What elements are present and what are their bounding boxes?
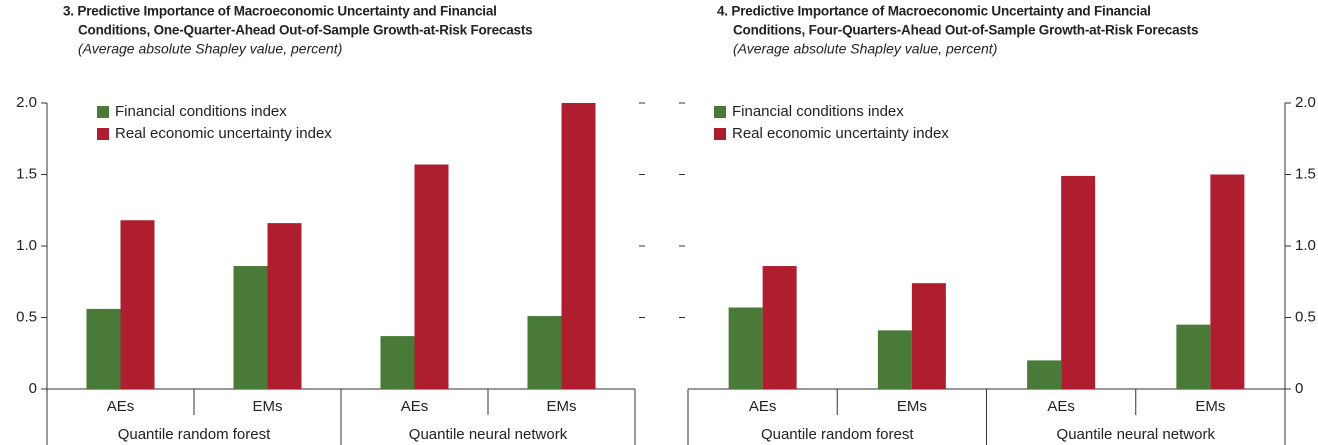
x-tick-label: EMs — [547, 398, 577, 415]
bar — [233, 266, 268, 389]
x-tick-label: AEs — [749, 398, 777, 415]
legend-label: Real economic uncertainty index — [115, 125, 332, 142]
bar — [120, 220, 155, 389]
bar — [1027, 360, 1062, 389]
x-tick-label: EMs — [1195, 398, 1225, 415]
y-tick-label: 0 — [1295, 380, 1303, 397]
group-label: Quantile neural network — [409, 426, 568, 443]
y-tick-label: 2.0 — [1295, 94, 1316, 111]
x-tick-label: EMs — [897, 398, 927, 415]
legend-label: Financial conditions index — [115, 103, 287, 120]
bar — [1061, 175, 1096, 389]
bar — [877, 330, 912, 389]
legend-label: Financial conditions index — [732, 103, 904, 120]
bar — [911, 283, 946, 389]
group-label: Quantile random forest — [761, 426, 914, 443]
y-tick-label: 0.5 — [16, 308, 37, 325]
legend-label: Real economic uncertainty index — [732, 125, 949, 142]
legend-swatch — [714, 106, 726, 118]
chart-title: Conditions, One-Quarter-Ahead Out-of-Sam… — [78, 23, 532, 38]
y-tick-label: 0 — [29, 380, 37, 397]
legend-swatch — [97, 106, 109, 118]
bar — [86, 308, 121, 389]
y-tick-label: 1.5 — [16, 165, 37, 182]
y-tick-label: 1.0 — [16, 237, 37, 254]
legend-swatch — [97, 128, 109, 140]
x-tick-label: AEs — [401, 398, 429, 415]
chart-title: Conditions, Four-Quarters-Ahead Out-of-S… — [733, 23, 1198, 38]
legend-swatch — [714, 128, 726, 140]
y-tick-label: 0.5 — [1295, 308, 1316, 325]
group-label: Quantile random forest — [118, 426, 271, 443]
bar — [762, 266, 797, 389]
bar — [1210, 174, 1245, 389]
y-tick-label: 1.0 — [1295, 237, 1316, 254]
bar — [414, 164, 449, 389]
group-label: Quantile neural network — [1057, 426, 1216, 443]
chart-title: 4. Predictive Importance of Macroeconomi… — [717, 4, 1151, 19]
x-tick-label: EMs — [253, 398, 283, 415]
bar — [527, 316, 562, 389]
bar — [561, 103, 596, 389]
bar — [1176, 324, 1211, 389]
bar — [380, 336, 415, 389]
chart-title: 3. Predictive Importance of Macroeconomi… — [63, 4, 497, 19]
bar — [728, 307, 763, 389]
y-tick-label: 2.0 — [16, 94, 37, 111]
chart-subtitle: (Average absolute Shapley value, percent… — [733, 41, 997, 57]
bar — [267, 223, 302, 389]
y-tick-label: 1.5 — [1295, 165, 1316, 182]
x-tick-label: AEs — [107, 398, 135, 415]
chart-subtitle: (Average absolute Shapley value, percent… — [78, 41, 342, 57]
x-tick-label: AEs — [1047, 398, 1075, 415]
